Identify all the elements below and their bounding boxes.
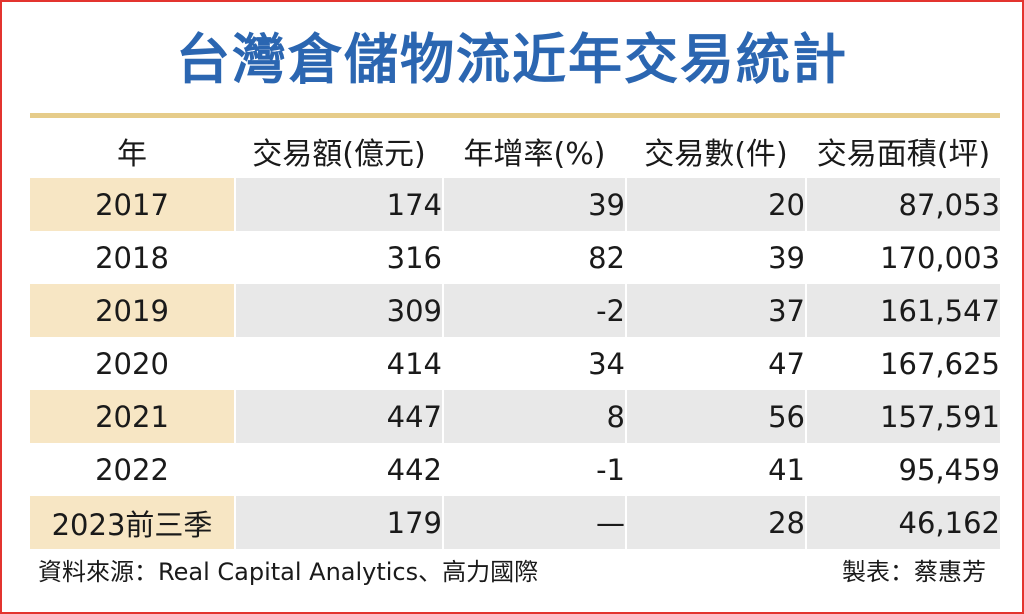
cell-area: 167,625: [805, 337, 1000, 390]
cell-area: 161,547: [805, 284, 1000, 337]
cell-year: 2022: [30, 443, 235, 496]
cell-amount: 309: [234, 284, 443, 337]
cell-amount: 447: [234, 390, 443, 443]
header-row: 年 交易額(億元) 年增率(%) 交易數(件) 交易面積(坪): [30, 124, 1000, 178]
cell-count: 39: [625, 231, 806, 284]
header-area: 交易面積(坪): [805, 124, 1000, 178]
cell-growth: -1: [442, 443, 626, 496]
source-note: 資料來源：Real Capital Analytics、高力國際: [38, 558, 539, 586]
cell-year: 2023前三季: [30, 496, 235, 549]
table-row: 2021 447 8 56 157,591: [30, 390, 1000, 443]
cell-count: 20: [625, 178, 806, 231]
cell-count: 37: [625, 284, 806, 337]
table-row: 2018 316 82 39 170,003: [30, 231, 1000, 284]
cell-growth: 82: [442, 231, 626, 284]
table-row: 2017 174 39 20 87,053: [30, 178, 1000, 231]
cell-amount: 174: [234, 178, 443, 231]
table-row: 2020 414 34 47 167,625: [30, 337, 1000, 390]
cell-year: 2017: [30, 178, 235, 231]
table-body: 2017 174 39 20 87,053 2018 316 82 39 170,003 2019 3…: [30, 178, 1000, 549]
cell-year: 2020: [30, 337, 235, 390]
cell-amount: 179: [234, 496, 443, 549]
cell-area: 95,459: [805, 443, 1000, 496]
header-count: 交易數(件): [625, 124, 806, 178]
cell-count: 41: [625, 443, 806, 496]
cell-growth: —: [442, 496, 626, 549]
cell-area: 157,591: [805, 390, 1000, 443]
cell-count: 47: [625, 337, 806, 390]
cell-growth: 34: [442, 337, 626, 390]
header-growth: 年增率(%): [442, 124, 626, 178]
cell-year: 2021: [30, 390, 235, 443]
cell-amount: 316: [234, 231, 443, 284]
cell-amount: 414: [234, 337, 443, 390]
chart-title: 台灣倉儲物流近年交易統計: [176, 28, 848, 91]
cell-amount: 442: [234, 443, 443, 496]
cell-area: 87,053: [805, 178, 1000, 231]
header-year: 年: [117, 137, 147, 172]
title-divider: [30, 113, 1000, 118]
cell-year: 2019: [30, 284, 235, 337]
cell-count: 56: [625, 390, 806, 443]
data-table: 年 交易額(億元) 年增率(%) 交易數(件) 交易面積(坪) 2017 174 3…: [30, 124, 1000, 549]
cell-year: 2018: [30, 231, 235, 284]
header-amount: 交易額(億元): [234, 124, 443, 178]
cell-area: 170,003: [805, 231, 1000, 284]
cell-growth: 8: [442, 390, 626, 443]
maker-note: 製表：蔡惠芳: [842, 558, 986, 586]
table-row: 2023前三季 179—28 46,162: [30, 496, 1000, 549]
table-row: 2019 309 -2 37 161,547: [30, 284, 1000, 337]
cell-count: 28: [625, 496, 806, 549]
cell-growth: 39: [442, 178, 626, 231]
cell-area: 46,162: [805, 496, 1000, 549]
cell-growth: -2: [442, 284, 626, 337]
table-row: 2022 442 -1 41 95,459: [30, 443, 1000, 496]
